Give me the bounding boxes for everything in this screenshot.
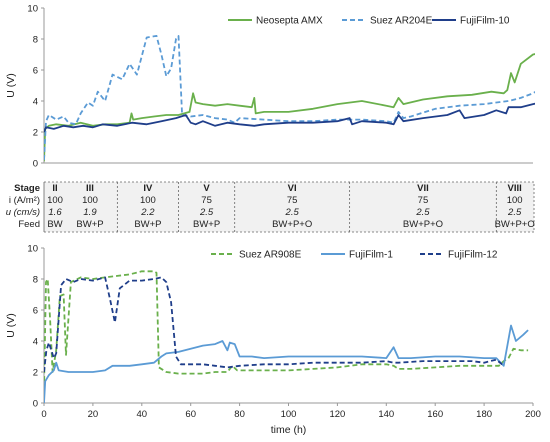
legend-label: FujiFilm-1 <box>349 250 393 261</box>
y-tick-label: 2 <box>33 368 38 379</box>
y-tick-label: 8 <box>33 35 38 46</box>
y-tick-label: 4 <box>33 337 38 348</box>
stage-table-box <box>43 181 535 233</box>
x-tick-label: 40 <box>137 409 148 420</box>
stage-feed: BW+P <box>134 219 161 230</box>
stage-table-row-label: u (cm/s) <box>6 207 40 218</box>
series-line-suez-ar204e <box>44 35 535 160</box>
series-line-fujifilm-1 <box>44 324 529 403</box>
legend-label: Suez AR204E <box>370 16 433 27</box>
stage-current-density: 75 <box>201 195 212 206</box>
stage-table-row-label: Stage <box>14 183 40 194</box>
stage-feed: BW+P <box>193 219 220 230</box>
series-line-fujifilm-10 <box>44 102 535 133</box>
stage-velocity: 1.6 <box>48 207 62 218</box>
stage-velocity: 1.9 <box>83 207 97 218</box>
stage-velocity: 2.2 <box>140 207 155 218</box>
stage-velocity: 2.5 <box>507 207 522 218</box>
legend-label: Suez AR908E <box>239 250 302 261</box>
legend-label: FujiFilm-10 <box>460 16 510 27</box>
stage-feed: BW+P+O <box>495 219 535 230</box>
stage-label: III <box>86 183 94 194</box>
stage-label: VII <box>417 183 429 194</box>
legend-label: FujiFilm-12 <box>448 250 498 261</box>
stage-velocity: 2.5 <box>415 207 430 218</box>
y-tick-label: 0 <box>33 399 38 410</box>
stage-velocity: 2.5 <box>285 207 300 218</box>
x-tick-label: 160 <box>427 409 443 420</box>
stage-velocity: 2.5 <box>199 207 214 218</box>
stage-current-density: 100 <box>507 195 523 206</box>
stage-label: II <box>52 183 57 194</box>
stage-current-density: 75 <box>287 195 298 206</box>
stage-table-row-label: Feed <box>18 219 40 230</box>
stage-label: VI <box>288 183 297 194</box>
series-line-neosepta-amx <box>44 53 535 162</box>
y-tick-label: 8 <box>33 275 38 286</box>
y-tick-label: 10 <box>27 4 38 15</box>
stage-current-density: 75 <box>418 195 429 206</box>
y-tick-label: 6 <box>33 66 38 77</box>
stage-label: IV <box>143 183 153 194</box>
y-tick-label: 6 <box>33 306 38 317</box>
stage-feed: BW+P <box>76 219 103 230</box>
x-axis-label: time (h) <box>271 424 307 436</box>
stage-feed: BW <box>47 219 62 230</box>
stage-label: V <box>203 183 210 194</box>
stage-feed: BW+P+O <box>272 219 312 230</box>
series-line-suez-ar908e <box>44 270 529 390</box>
top-chart-panel: 0 2 4 6 8 10 U (V) Neosepta AMX Suez AR204E FujiF… <box>5 4 535 170</box>
stage-label: VIII <box>508 183 522 194</box>
x-tick-label: 200 <box>525 409 541 420</box>
y-tick-label: 2 <box>33 128 38 139</box>
x-tick-label: 20 <box>88 409 99 420</box>
x-tick-label: 120 <box>329 409 345 420</box>
y-axis-label: U (V) <box>5 313 17 338</box>
x-tick-label: 140 <box>378 409 394 420</box>
x-tick-label: 60 <box>185 409 196 420</box>
legend-label: Neosepta AMX <box>256 16 323 27</box>
stage-table-row-label: i (A/m²) <box>9 195 40 206</box>
stage-current-density: 100 <box>47 195 63 206</box>
x-tick-label: 180 <box>476 409 492 420</box>
y-tick-label: 10 <box>27 244 38 255</box>
x-tick-label: 80 <box>234 409 245 420</box>
stage-feed: BW+P+O <box>403 219 443 230</box>
y-axis-label: U (V) <box>5 73 17 98</box>
y-tick-label: 4 <box>33 97 38 108</box>
stage-current-density: 100 <box>82 195 98 206</box>
y-tick-label: 0 <box>33 159 38 170</box>
x-tick-label: 100 <box>281 409 297 420</box>
stage-current-density: 100 <box>140 195 156 206</box>
x-tick-label: 0 <box>41 409 46 420</box>
